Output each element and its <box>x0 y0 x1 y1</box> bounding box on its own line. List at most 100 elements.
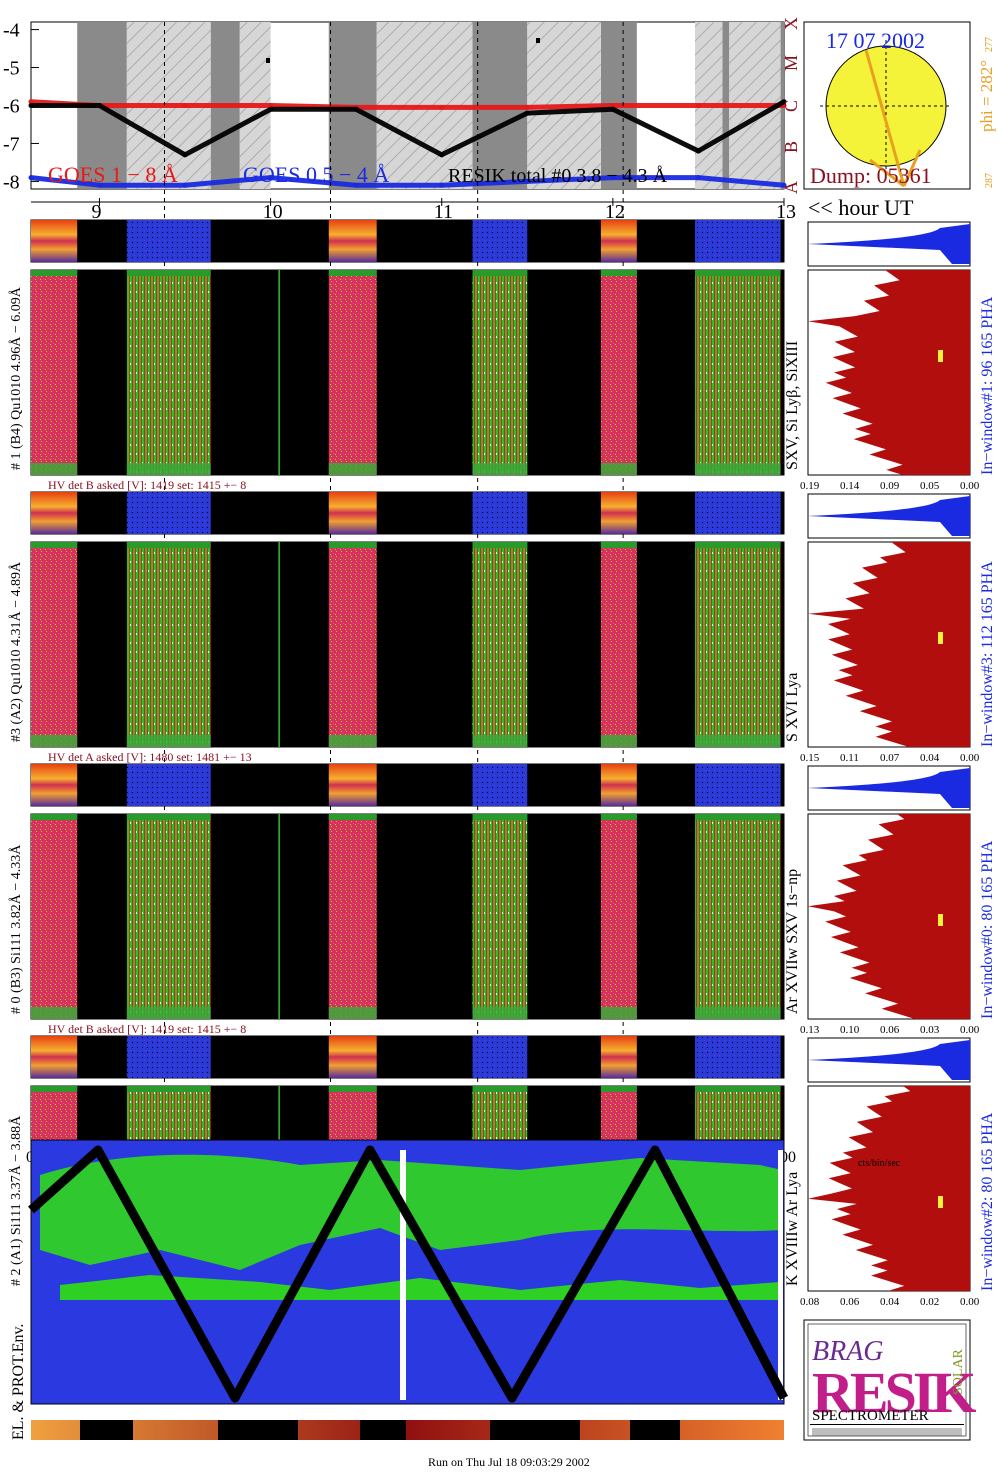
strip-warm-block <box>328 492 377 534</box>
spectrogram-edge <box>328 1007 377 1019</box>
hour-unit-label: << hour UT <box>808 195 914 220</box>
legend-goes-long: GOES 1 − 8 Å <box>48 162 178 187</box>
strip-warm-block <box>31 220 78 262</box>
spectrogram-edge <box>126 542 211 548</box>
line-id-label: S XVI Lya <box>784 673 801 742</box>
sun-axis-arrow <box>864 49 906 187</box>
spectrogram-edge <box>328 1086 377 1092</box>
series-point <box>781 99 787 105</box>
spectrum-tick-label: 0.14 <box>840 480 860 492</box>
strip-warm-block <box>328 764 377 806</box>
spectrum-tick-label: 0.05 <box>920 480 940 492</box>
resik-spike-dot <box>536 38 540 43</box>
series-point <box>524 178 530 184</box>
spectrum-tick-label: 0.09 <box>880 480 900 492</box>
spectrum-profile <box>808 1086 970 1291</box>
strip-blue-block <box>695 492 781 534</box>
strip-warm-block <box>600 492 637 534</box>
class-letter: X <box>781 17 801 30</box>
legend-goes-short: GOES 0.5 − 4 Å <box>243 162 389 187</box>
strip-warm-block <box>328 1036 377 1078</box>
y-tick-label: -8 <box>3 171 20 193</box>
hour-tick-label: 9 <box>91 201 101 223</box>
spectrogram-block <box>472 270 528 475</box>
spectrum-tick-label: 0.02 <box>920 1296 939 1308</box>
series-point <box>182 152 188 158</box>
channel-label: # 2 (A1) Si111 3.37Å − 3.88Å <box>8 1115 24 1286</box>
strip-blue-block <box>695 1036 781 1078</box>
channel-1: HV det A asked [V]: 1480 set: 1481 +− 13… <box>8 491 996 764</box>
spectrogram-block <box>31 542 78 747</box>
channel-0: HV det B asked [V]: 1419 set: 1415 +− 8 #… <box>8 219 996 492</box>
spectrogram-block <box>126 542 211 747</box>
class-letter: M <box>781 55 801 71</box>
series-point <box>695 148 701 154</box>
pha-histogram <box>808 496 970 536</box>
spectrogram-edge <box>695 463 781 475</box>
legend-resik: RESIK total #0 3.8 − 4.3 Å <box>448 165 668 187</box>
logo-bottom: SPECTROMETER <box>812 1408 929 1424</box>
spectrogram-edge <box>31 1086 78 1092</box>
spectrogram-block <box>472 542 528 747</box>
spectrum-tick-label: 0.15 <box>800 752 820 764</box>
pha-histogram <box>808 768 970 808</box>
sun-phi: phi = 282° <box>977 60 996 132</box>
spectrum-tick-label: 0.19 <box>800 480 820 492</box>
spectrum-profile <box>808 542 970 747</box>
y-tick-label: -6 <box>3 96 20 118</box>
spectrogram-block <box>600 270 637 475</box>
sun-phi-small: 277 <box>984 37 995 52</box>
spectrogram-edge <box>126 463 211 475</box>
hv-readout: HV det B asked [V]: 1419 set: 1415 +− 8 <box>48 478 246 492</box>
series-point <box>610 103 616 108</box>
strip-warm-block <box>31 492 78 534</box>
spectrogram-block <box>695 542 781 747</box>
spectrogram-edge <box>695 270 781 276</box>
spectrogram-channels: HV det B asked [V]: 1419 set: 1415 +− 8 #… <box>8 219 996 1308</box>
strip-blue-block <box>126 220 211 262</box>
line-id-label: SXV, Si Lyβ, SiXIII <box>784 341 801 470</box>
strip-blue-block <box>695 764 781 806</box>
strip-blue-block <box>695 220 781 262</box>
sun-panel: 17 07 2002 Dump: 05361 phi = 282° 277 28… <box>803 21 996 190</box>
spectrum-tick-label: 0.00 <box>960 752 980 764</box>
spectrum-tick-label: 0.08 <box>800 1296 820 1308</box>
series-point <box>353 106 359 112</box>
spectrum-tick-label: 0.06 <box>840 1296 860 1308</box>
spectrum-marker <box>938 914 943 926</box>
hour-tick-label: 12 <box>605 201 625 223</box>
strip-blue-block <box>472 1036 528 1078</box>
spectrum-tick-label: 0.11 <box>840 752 859 764</box>
strip-warm-block <box>600 764 637 806</box>
hour-tick-label: 13 <box>776 201 796 223</box>
resik-spike-dot <box>266 58 270 63</box>
spectrum-tick-label: 0.06 <box>880 1024 900 1036</box>
channel-label: #3 (A2) Qu1010 4.31Å − 4.89Å <box>8 561 24 742</box>
strip-blue-block <box>126 492 211 534</box>
class-letter: C <box>781 100 801 112</box>
resik-logo: BRAG RESIK SOLAR SPECTROMETER <box>803 1319 980 1441</box>
spectrogram-block <box>31 270 78 475</box>
spectrogram-block <box>328 814 377 1019</box>
spectrogram-edge <box>600 814 637 820</box>
channel-2: HV det B asked [V]: 1419 set: 1415 +− 8 #… <box>8 763 996 1036</box>
spectrum-tick-label: 0.13 <box>800 1024 820 1036</box>
series-point <box>268 103 274 108</box>
spectrogram-edge <box>31 1007 78 1019</box>
spectrogram-edge <box>600 270 637 276</box>
env-orbit-zigzag <box>27 1145 788 1403</box>
units-label: cts/bin/sec <box>858 1158 901 1169</box>
spectrogram-block <box>600 814 637 1019</box>
spectrogram-edge <box>472 270 528 276</box>
footer-runline: Run on Thu Jul 18 09:03:29 2002 <box>428 1455 590 1469</box>
series-point <box>353 182 359 188</box>
hv-readout: HV det B asked [V]: 1419 set: 1415 +− 8 <box>48 1022 246 1036</box>
spectrogram-edge <box>31 463 78 475</box>
strip-warm-block <box>328 220 377 262</box>
spectrogram-edge <box>472 814 528 820</box>
sun-corner-small: 287 <box>984 173 995 188</box>
spectrogram-edge <box>126 1007 211 1019</box>
strip-blue-block <box>126 1036 211 1078</box>
goes-class-axis: X M C B A <box>781 17 801 194</box>
env-label: EL. & PROT.Env. <box>10 1324 27 1440</box>
